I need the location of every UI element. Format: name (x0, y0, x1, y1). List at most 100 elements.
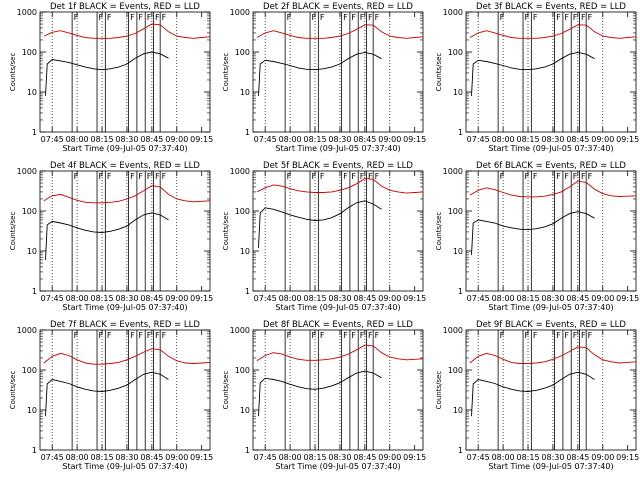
plot-frame (39, 329, 211, 451)
marker-label: F (573, 172, 578, 181)
lld-series-line (43, 185, 211, 204)
y-tick-label: 1000 (17, 8, 37, 17)
y-tick-label: 1 (245, 128, 250, 137)
marker-label: F (74, 331, 79, 340)
x-tick-label: 08:15 (303, 453, 326, 462)
x-tick-label: 08:30 (541, 135, 564, 144)
marker-label: F (588, 172, 593, 181)
y-axis-label: Counts/sec (9, 212, 17, 251)
chart-title: Det 8f BLACK = Events, RED = LLD (263, 320, 413, 330)
marker-label: F (74, 13, 79, 22)
plot-frame (465, 11, 637, 133)
marker-label: F (99, 172, 104, 181)
x-tick-label: 07:45 (254, 135, 277, 144)
marker-label: F (351, 331, 356, 340)
x-tick-label: 09:00 (378, 135, 401, 144)
y-tick-label: 1000 (230, 8, 250, 17)
x-axis-label: Start Time (09-Jul-05 07:37:40) (488, 462, 613, 471)
marker-label: F (360, 13, 365, 22)
plot-frame (252, 329, 424, 451)
marker-label: F (138, 172, 143, 181)
x-tick-label: 08:15 (516, 135, 539, 144)
marker-label: F (556, 331, 561, 340)
x-tick-label: 09:15 (403, 294, 426, 303)
y-tick-label: 10 (27, 247, 37, 256)
x-tick-label: 08:00 (66, 294, 89, 303)
marker-label: F (375, 13, 380, 22)
lld-series-line (256, 178, 424, 194)
y-axis-label: Counts/sec (222, 53, 230, 92)
y-tick-label: 1 (458, 287, 463, 296)
marker-label: F (107, 13, 112, 22)
x-tick-label: 09:00 (591, 453, 614, 462)
events-series-line (258, 51, 382, 96)
x-tick-label: 09:15 (403, 453, 426, 462)
marker-label: F (312, 331, 317, 340)
marker-label: F (99, 13, 104, 22)
marker-label: F (556, 172, 561, 181)
marker-label: F (564, 13, 569, 22)
x-tick-label: 08:15 (303, 294, 326, 303)
y-axis-label: Counts/sec (435, 371, 443, 410)
x-tick-label: 08:30 (115, 453, 138, 462)
y-tick-label: 10 (27, 88, 37, 97)
events-series-line (45, 212, 169, 260)
marker-label: F (138, 331, 143, 340)
chart-title: Det 2f BLACK = Events, RED = LLD (263, 2, 413, 12)
marker-label: F (130, 172, 135, 181)
x-tick-label: 08:15 (516, 294, 539, 303)
marker-label: F (360, 172, 365, 181)
y-tick-label: 1000 (443, 8, 463, 17)
chart-title: Det 5f BLACK = Events, RED = LLD (263, 161, 413, 171)
plot-frame (252, 170, 424, 292)
x-tick-label: 08:30 (328, 294, 351, 303)
x-tick-label: 09:15 (403, 135, 426, 144)
chart-title: Det 7f BLACK = Events, RED = LLD (50, 320, 200, 330)
marker-label: F (368, 172, 373, 181)
y-tick-label: 100 (22, 366, 37, 375)
lld-series-line (469, 180, 637, 198)
plot-frame (39, 11, 211, 133)
y-axis-label: Counts/sec (435, 53, 443, 92)
lld-series-line (43, 348, 211, 365)
x-axis-label: Start Time (09-Jul-05 07:37:40) (62, 303, 187, 312)
x-tick-label: 08:45 (566, 135, 589, 144)
lld-series-line (469, 24, 637, 39)
marker-label: F (581, 331, 586, 340)
x-tick-label: 08:45 (566, 294, 589, 303)
marker-label: F (138, 13, 143, 22)
marker-label: F (320, 331, 325, 340)
y-tick-label: 1 (245, 287, 250, 296)
marker-label: F (533, 331, 538, 340)
y-tick-label: 10 (453, 247, 463, 256)
events-series-line (258, 200, 382, 248)
x-axis-label: Start Time (09-Jul-05 07:37:40) (488, 144, 613, 153)
y-axis-label: Counts/sec (435, 212, 443, 251)
x-tick-label: 07:45 (41, 453, 64, 462)
x-tick-label: 08:45 (566, 453, 589, 462)
marker-label: F (107, 331, 112, 340)
chart-title: Det 3f BLACK = Events, RED = LLD (476, 2, 626, 12)
y-tick-label: 1000 (17, 167, 37, 176)
detector-panel: Det 5f BLACK = Events, RED = LLD 1 10 100 10… (222, 161, 426, 312)
x-tick-label: 08:30 (328, 453, 351, 462)
chart-title: Det 1f BLACK = Events, RED = LLD (50, 2, 200, 12)
x-tick-label: 07:45 (254, 453, 277, 462)
marker-label: F (343, 331, 348, 340)
x-tick-label: 08:30 (541, 294, 564, 303)
chart-title: Det 6f BLACK = Events, RED = LLD (476, 161, 626, 171)
plot-frame (39, 170, 211, 292)
y-tick-label: 100 (22, 207, 37, 216)
x-axis-label: Start Time (09-Jul-05 07:37:40) (62, 144, 187, 153)
marker-label: F (155, 13, 160, 22)
y-tick-label: 10 (240, 406, 250, 415)
x-tick-label: 09:00 (378, 453, 401, 462)
x-tick-label: 08:00 (279, 453, 302, 462)
marker-label: F (368, 13, 373, 22)
y-tick-label: 1 (32, 446, 37, 455)
y-tick-label: 100 (235, 366, 250, 375)
marker-label: F (287, 172, 292, 181)
events-series-line (45, 371, 169, 417)
x-tick-label: 07:45 (254, 294, 277, 303)
